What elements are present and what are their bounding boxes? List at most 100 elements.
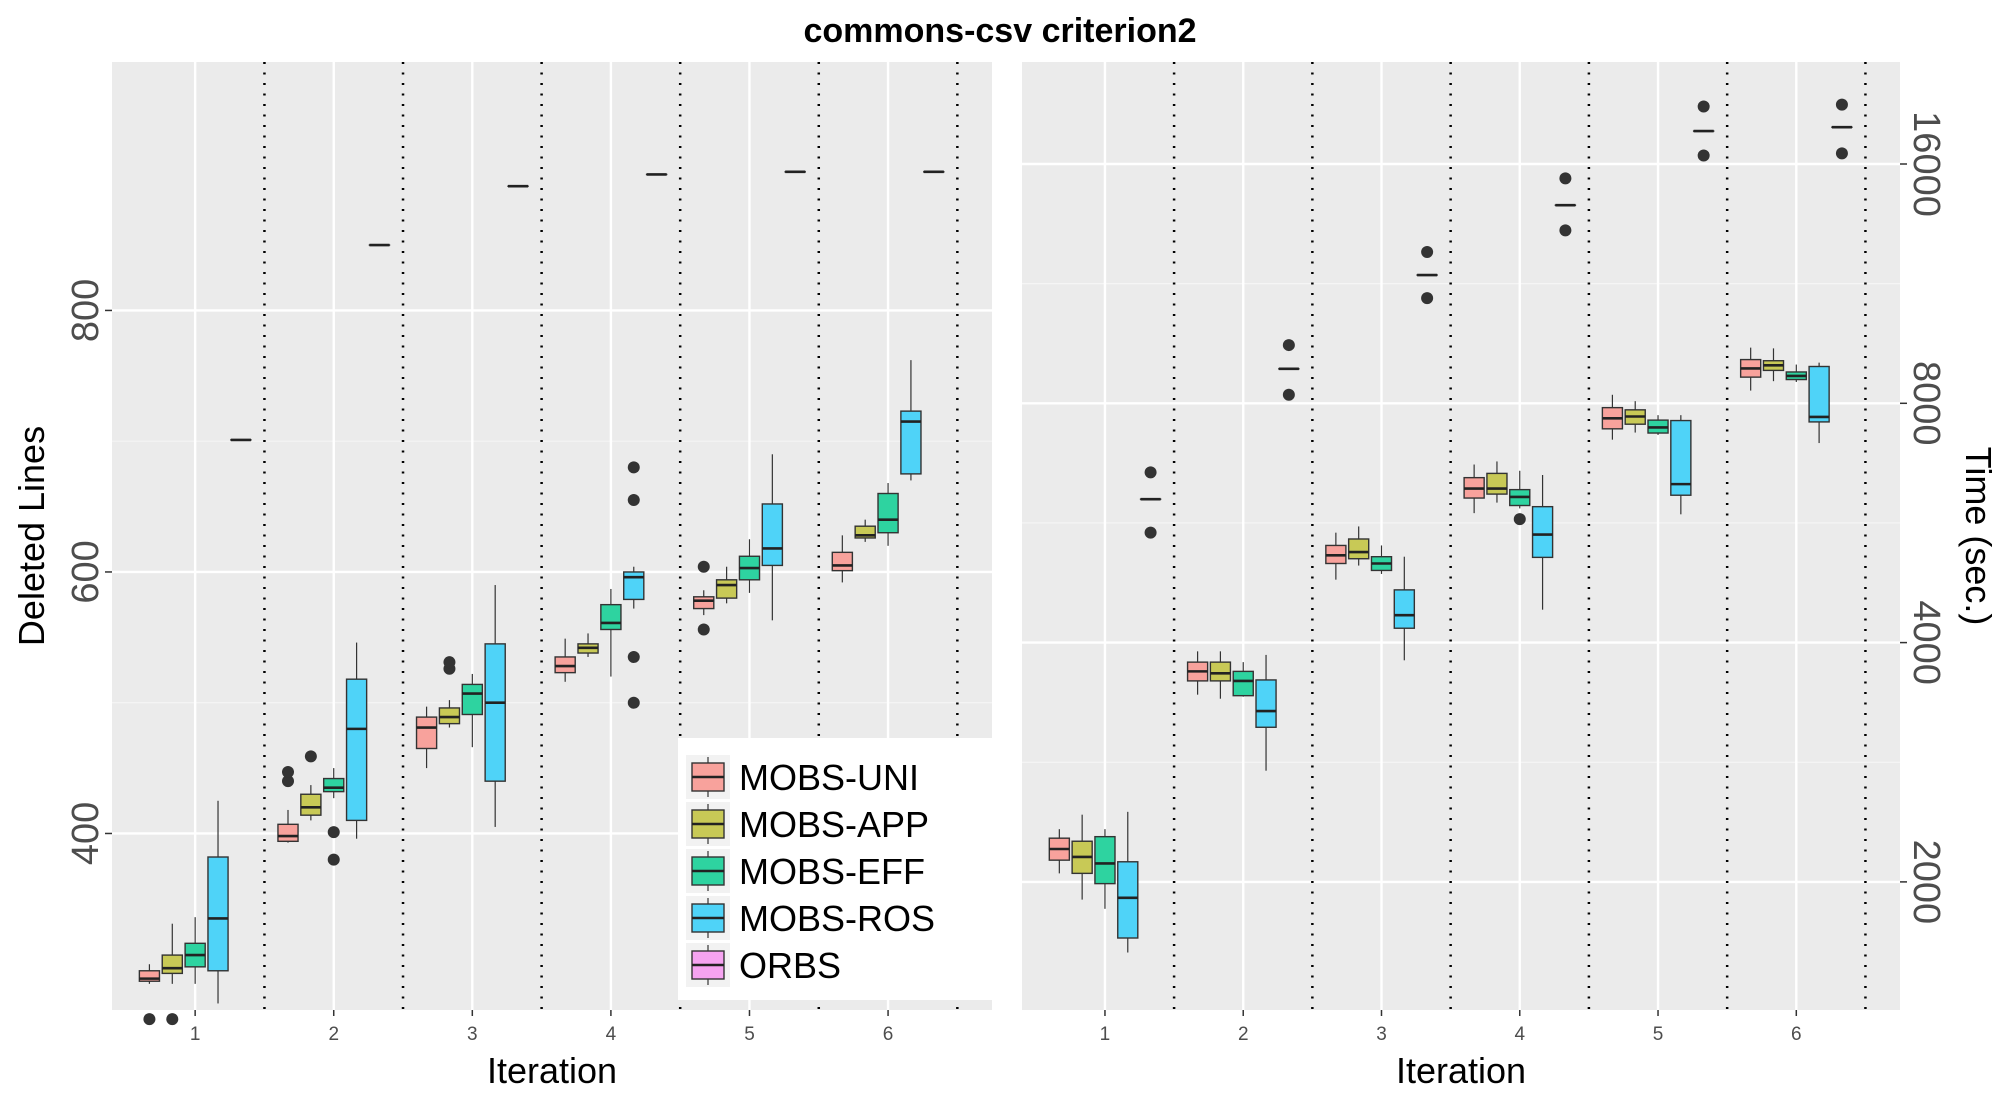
left-y-tick-label: 600: [65, 540, 107, 603]
left-box-mobs-eff-1: [184, 917, 206, 984]
legend-item-mobs-eff: MOBS-EFF: [686, 849, 925, 893]
legend-label: MOBS-EFF: [739, 851, 925, 892]
right-y-ticks: 2000 4000 8000 16000: [1900, 111, 1947, 924]
right-box-mobs-eff-5: [1647, 415, 1669, 435]
outlier-point: [1421, 246, 1434, 259]
right-x-tick-label: 3: [1376, 1024, 1387, 1045]
box-body: [831, 551, 854, 572]
right-grid: [1022, 62, 1900, 1010]
outlier-point: [627, 461, 640, 474]
left-box-mobs-eff-5: [738, 539, 761, 593]
right-box-orbs-4: [1554, 172, 1577, 237]
left-box-mobs-app-2: [300, 750, 322, 821]
right-box-mobs-app-3: [1347, 526, 1370, 566]
left-box-mobs-uni-1: [138, 964, 161, 1026]
left-box-mobs-ros-2: [345, 642, 368, 839]
right-box-mobs-ros-5: [1670, 415, 1692, 515]
right-box-mobs-app-2: [1209, 651, 1232, 699]
left-box-mobs-eff-4: [600, 588, 622, 677]
outlier-point: [1421, 292, 1434, 305]
right-box-mobs-eff-4: [1509, 470, 1531, 526]
left-box-mobs-uni-2: [277, 766, 299, 843]
box-body: [1670, 419, 1692, 496]
left-box-mobs-uni-6: [831, 535, 854, 583]
right-panel: 1 2 3 4 5 6 2000 4000 8000 16000 Iteration Time …: [1022, 62, 1999, 1091]
outlier-point: [1282, 388, 1295, 401]
right-box-mobs-uni-1: [1048, 829, 1071, 874]
right-y-tick-label: 8000: [1905, 361, 1947, 446]
right-box-orbs-3: [1416, 246, 1438, 305]
left-box-mobs-uni-3: [415, 706, 438, 769]
right-box-orbs-5: [1692, 100, 1715, 162]
outlier-point: [282, 766, 294, 779]
right-panel-background: [1022, 62, 1900, 1010]
box-body: [1347, 538, 1370, 560]
right-box-mobs-ros-6: [1808, 362, 1830, 444]
outlier-point: [1513, 513, 1526, 526]
box-body: [1486, 472, 1508, 495]
box-body: [623, 571, 645, 601]
left-panel: 1 2 3 4 5 6 400 600 800 Iteration Deleted Lines: [11, 62, 992, 1091]
outlier-point: [1559, 172, 1572, 185]
legend-background: [678, 738, 992, 1000]
right-x-tick-label: 4: [1514, 1024, 1525, 1045]
right-x-tick-label: 6: [1791, 1024, 1802, 1045]
outlier-point: [1697, 149, 1710, 162]
left-box-mobs-app-3: [438, 656, 461, 728]
legend-item-mobs-uni: MOBS-UNI: [686, 755, 919, 799]
left-x-tick-label: 5: [744, 1024, 755, 1045]
right-box-orbs-6: [1831, 98, 1853, 160]
right-x-tick-label: 5: [1653, 1024, 1664, 1045]
left-x-ticks: 1 2 3 4 5 6: [190, 1010, 893, 1045]
left-y-ticks: 400 600 800: [65, 279, 112, 865]
outlier-point: [327, 853, 340, 866]
right-y-tick-label: 16000: [1905, 111, 1947, 217]
right-box-mobs-uni-5: [1601, 394, 1624, 440]
outlier-point: [1835, 147, 1848, 160]
box-body: [461, 683, 484, 716]
right-box-mobs-uni-6: [1739, 347, 1762, 391]
right-box-orbs-2: [1278, 339, 1300, 401]
left-box-mobs-app-1: [161, 923, 184, 1026]
outlier-point: [627, 696, 640, 709]
legend-label: MOBS-APP: [739, 804, 929, 845]
right-box-orbs-1: [1139, 466, 1162, 539]
outlier-point: [327, 826, 340, 839]
outlier-point: [1835, 98, 1848, 111]
right-y-tick-label: 4000: [1905, 600, 1947, 685]
box-body: [554, 656, 576, 674]
left-box-mobs-app-5: [715, 566, 738, 604]
left-boxplots: [138, 170, 945, 1026]
legend-label: MOBS-UNI: [739, 757, 919, 798]
left-box-mobs-app-4: [577, 633, 599, 657]
left-box-mobs-ros-3: [484, 585, 506, 827]
left-x-tick-label: 2: [328, 1024, 339, 1045]
legend-label: ORBS: [739, 945, 841, 986]
box-body: [1393, 589, 1416, 629]
outlier-point: [1144, 466, 1157, 479]
left-y-axis-title: Deleted Lines: [11, 426, 52, 646]
right-box-mobs-app-6: [1762, 348, 1785, 382]
box-body: [415, 716, 438, 750]
box-body: [877, 492, 899, 534]
legend-item-mobs-ros: MOBS-ROS: [686, 896, 935, 940]
box-body: [1255, 679, 1277, 728]
right-box-mobs-eff-6: [1785, 364, 1808, 382]
right-box-mobs-app-5: [1624, 401, 1646, 433]
box-body: [1808, 365, 1830, 423]
right-x-tick-label: 1: [1100, 1024, 1111, 1045]
outlier-point: [627, 650, 640, 663]
legend-item-orbs: ORBS: [686, 943, 841, 987]
left-x-tick-label: 4: [606, 1024, 617, 1045]
legend: MOBS-UNI MOBS-APP MOBS-EFF MOBS-ROS ORBS: [678, 738, 992, 1000]
left-box-mobs-ros-6: [900, 360, 922, 481]
box-body: [277, 823, 299, 843]
right-box-mobs-ros-3: [1393, 556, 1416, 661]
outlier-point: [166, 1013, 179, 1026]
box-body: [1531, 505, 1554, 559]
box-body: [600, 603, 622, 631]
left-box-mobs-ros-4: [623, 461, 645, 709]
right-x-ticks: 1 2 3 4 5 6: [1100, 1010, 1802, 1045]
right-box-mobs-uni-4: [1463, 464, 1485, 514]
